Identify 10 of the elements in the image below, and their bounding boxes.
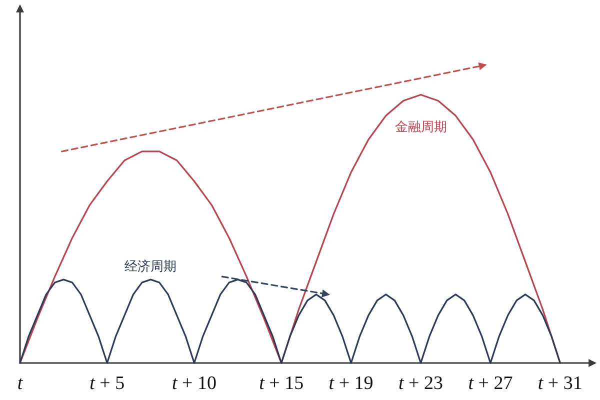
x-tick-label: t + 23: [398, 373, 444, 394]
x-tick-label: t + 27: [468, 373, 513, 394]
x-tick-label: t + 31: [538, 373, 582, 394]
x-tick-label: t + 19: [328, 373, 374, 394]
x-tick-label: t: [17, 373, 24, 394]
series-label: 经济周期: [124, 260, 177, 275]
x-tick-label: t + 15: [259, 373, 304, 394]
series-label: 金融周期: [394, 120, 447, 135]
x-tick-label: t + 10: [172, 373, 216, 394]
x-tick-label: t + 5: [90, 373, 125, 394]
